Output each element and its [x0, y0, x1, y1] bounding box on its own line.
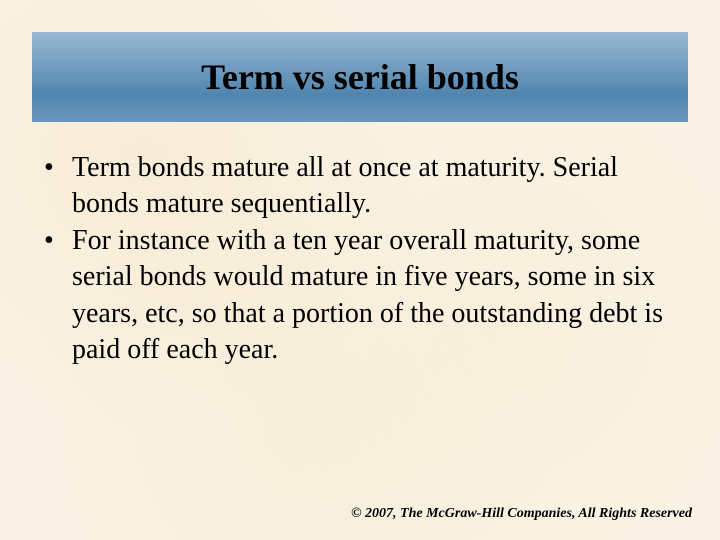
bullet-item: • Term bonds mature all at once at matur… — [44, 150, 676, 223]
slide-title: Term vs serial bonds — [201, 56, 519, 98]
slide-content: • Term bonds mature all at once at matur… — [44, 150, 676, 368]
title-bar: Term vs serial bonds — [32, 32, 688, 122]
bullet-text: Term bonds mature all at once at maturit… — [72, 150, 676, 223]
bullet-mark: • — [44, 150, 72, 223]
bullet-text: For instance with a ten year overall mat… — [72, 223, 676, 369]
copyright-footer: © 2007, The McGraw-Hill Companies, All R… — [351, 506, 692, 522]
bullet-item: • For instance with a ten year overall m… — [44, 223, 676, 369]
bullet-mark: • — [44, 223, 72, 369]
